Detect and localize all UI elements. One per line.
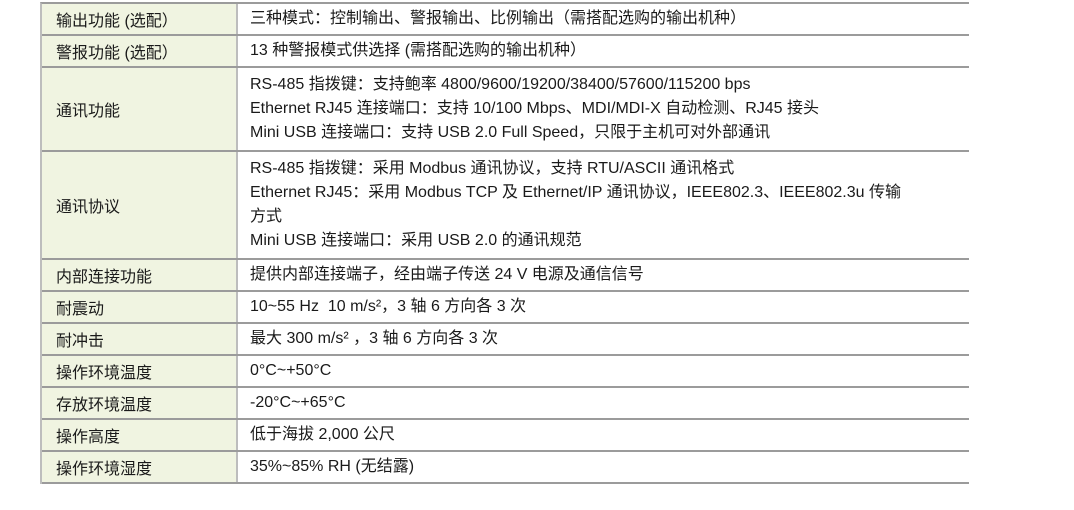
table-row-operating-temperature: 操作环境温度 0°C~+50°C bbox=[42, 356, 969, 388]
value-line: Mini USB 连接端口：支持 USB 2.0 Full Speed，只限于主… bbox=[250, 124, 771, 141]
value-line: 方式 bbox=[250, 208, 283, 225]
table-row-storage-temperature: 存放环境温度 -20°C~+65°C bbox=[42, 388, 969, 420]
row-value: -20°C~+65°C bbox=[238, 388, 969, 418]
row-value: 最大 300 m/s² ，3 轴 6 方向各 3 次 bbox=[238, 324, 969, 354]
value-line: RS-485 指拨键：支持鲍率 4800/9600/19200/38400/57… bbox=[250, 76, 751, 93]
value-line: 35%~85% RH (无结露) bbox=[250, 458, 415, 475]
row-value: RS-485 指拨键：支持鲍率 4800/9600/19200/38400/57… bbox=[238, 68, 969, 150]
table-row-output-function: 输出功能 (选配） 三种模式：控制输出、警报输出、比例输出（需搭配选购的输出机种… bbox=[42, 4, 969, 36]
row-label: 耐震动 bbox=[42, 292, 238, 322]
table-row-communication-protocol: 通讯协议 RS-485 指拨键：采用 Modbus 通讯协议，支持 RTU/AS… bbox=[42, 152, 969, 260]
value-line: Mini USB 连接端口：采用 USB 2.0 的通讯规范 bbox=[250, 232, 582, 249]
row-value: 10~55 Hz 10 m/s²，3 轴 6 方向各 3 次 bbox=[238, 292, 969, 322]
value-line: 三种模式：控制输出、警报输出、比例输出（需搭配选购的输出机种） bbox=[250, 10, 747, 27]
spec-table: 输出功能 (选配） 三种模式：控制输出、警报输出、比例输出（需搭配选购的输出机种… bbox=[40, 2, 969, 484]
value-line: 13 种警报模式供选择 (需搭配选购的输出机种） bbox=[250, 42, 587, 59]
value-line: Ethernet RJ45 连接端口：支持 10/100 Mbps、MDI/MD… bbox=[250, 100, 820, 117]
value-line: 最大 300 m/s² ，3 轴 6 方向各 3 次 bbox=[250, 330, 499, 347]
row-value: 提供内部连接端子，经由端子传送 24 V 电源及通信信号 bbox=[238, 260, 969, 290]
value-line: 10~55 Hz 10 m/s²，3 轴 6 方向各 3 次 bbox=[250, 298, 527, 315]
row-value: 0°C~+50°C bbox=[238, 356, 969, 386]
row-value: 三种模式：控制输出、警报输出、比例输出（需搭配选购的输出机种） bbox=[238, 4, 969, 34]
row-label: 操作环境湿度 bbox=[42, 452, 238, 482]
table-row-communication-function: 通讯功能 RS-485 指拨键：支持鲍率 4800/9600/19200/384… bbox=[42, 68, 969, 152]
row-label: 存放环境温度 bbox=[42, 388, 238, 418]
row-label: 通讯功能 bbox=[42, 68, 238, 150]
table-row-shock-resistance: 耐冲击 最大 300 m/s² ，3 轴 6 方向各 3 次 bbox=[42, 324, 969, 356]
table-row-alarm-function: 警报功能 (选配） 13 种警报模式供选择 (需搭配选购的输出机种） bbox=[42, 36, 969, 68]
row-label: 耐冲击 bbox=[42, 324, 238, 354]
row-label: 警报功能 (选配） bbox=[42, 36, 238, 66]
table-row-internal-connection: 内部连接功能 提供内部连接端子，经由端子传送 24 V 电源及通信信号 bbox=[42, 260, 969, 292]
value-line: 0°C~+50°C bbox=[250, 362, 332, 379]
row-label: 输出功能 (选配） bbox=[42, 4, 238, 34]
row-label: 操作高度 bbox=[42, 420, 238, 450]
value-line: -20°C~+65°C bbox=[250, 394, 346, 411]
row-label: 通讯协议 bbox=[42, 152, 238, 258]
value-line: 提供内部连接端子，经由端子传送 24 V 电源及通信信号 bbox=[250, 266, 644, 283]
table-row-operating-altitude: 操作高度 低于海拔 2,000 公尺 bbox=[42, 420, 969, 452]
value-line: Ethernet RJ45：采用 Modbus TCP 及 Ethernet/I… bbox=[250, 184, 901, 201]
value-line: 低于海拔 2,000 公尺 bbox=[250, 426, 395, 443]
row-label: 操作环境温度 bbox=[42, 356, 238, 386]
row-value: RS-485 指拨键：采用 Modbus 通讯协议，支持 RTU/ASCII 通… bbox=[238, 152, 969, 258]
value-line: RS-485 指拨键：采用 Modbus 通讯协议，支持 RTU/ASCII 通… bbox=[250, 160, 735, 177]
row-value: 13 种警报模式供选择 (需搭配选购的输出机种） bbox=[238, 36, 969, 66]
table-row-vibration-resistance: 耐震动 10~55 Hz 10 m/s²，3 轴 6 方向各 3 次 bbox=[42, 292, 969, 324]
row-label: 内部连接功能 bbox=[42, 260, 238, 290]
table-row-operating-humidity: 操作环境湿度 35%~85% RH (无结露) bbox=[42, 452, 969, 484]
row-value: 35%~85% RH (无结露) bbox=[238, 452, 969, 482]
row-value: 低于海拔 2,000 公尺 bbox=[238, 420, 969, 450]
